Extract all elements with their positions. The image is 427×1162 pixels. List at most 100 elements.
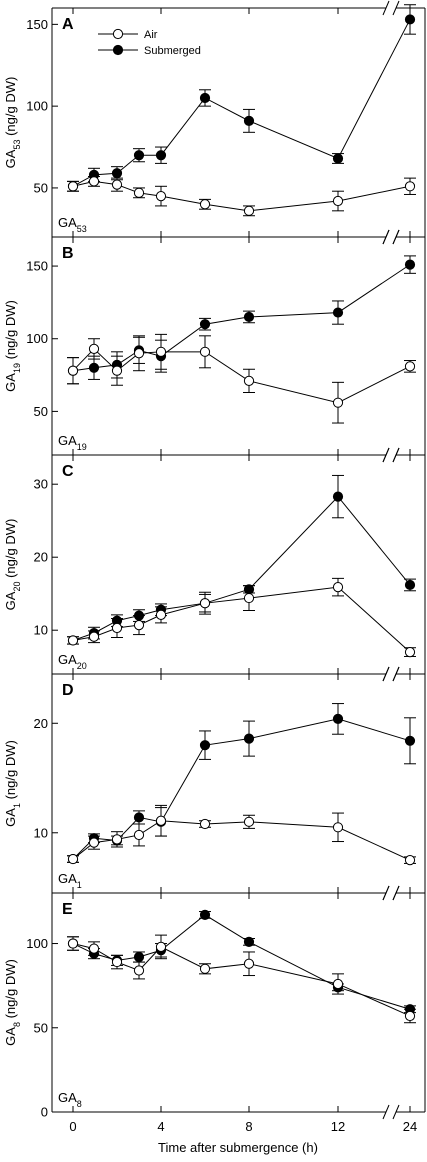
data-point-submerged xyxy=(199,319,211,330)
panel-inner-label: GA19 xyxy=(58,433,87,452)
x-tick-label: 0 xyxy=(69,1119,76,1134)
panel-inner-label-subscript: 53 xyxy=(77,224,87,234)
series-air-marks xyxy=(67,934,416,1024)
series-submerged xyxy=(72,914,411,1010)
legend-marker-submerged xyxy=(112,44,124,56)
data-point-submerged xyxy=(133,812,145,823)
y-axis-title-base: GA xyxy=(3,373,18,392)
data-point-submerged xyxy=(133,150,145,161)
panel-letter: D xyxy=(62,682,74,699)
series-line xyxy=(72,943,411,1017)
panel-inner-label: GA20 xyxy=(58,652,87,671)
axis-break-mark xyxy=(392,666,400,682)
data-point-air xyxy=(199,598,211,609)
data-point-air xyxy=(67,938,79,949)
data-point-air xyxy=(88,943,100,954)
y-axis-title-subscript: 19 xyxy=(12,363,22,373)
series-submerged xyxy=(72,264,411,372)
y-axis-title-subscript: 8 xyxy=(12,1022,22,1027)
data-point-air xyxy=(243,592,255,604)
x-tick-label: 12 xyxy=(331,1119,345,1134)
axis-break-mark xyxy=(382,229,390,245)
data-point-air xyxy=(199,818,211,830)
data-point-air xyxy=(111,956,123,968)
data-point-air xyxy=(155,191,167,202)
y-axis-title-subscript: 1 xyxy=(12,803,22,808)
data-point-air xyxy=(404,855,416,866)
axis-break-mark xyxy=(392,229,400,245)
x-tick-label: 24 xyxy=(403,1119,417,1134)
y-axis-title-units: (ng/g DW) xyxy=(3,77,18,140)
data-point-submerged xyxy=(404,579,416,591)
data-point-air xyxy=(155,609,167,620)
y-tick-label: 0 xyxy=(41,1105,48,1120)
data-point-air xyxy=(111,622,123,634)
data-point-submerged xyxy=(155,150,167,161)
series-air xyxy=(72,348,411,404)
legend-marker-air xyxy=(112,28,124,40)
data-point-air xyxy=(67,635,79,646)
axis-break-mark xyxy=(392,885,400,901)
y-axis-title-units: (ng/g DW) xyxy=(3,519,18,582)
data-point-air xyxy=(404,181,416,192)
y-tick-label: 100 xyxy=(26,936,48,951)
y-axis-title-units: (ng/g DW) xyxy=(3,300,18,363)
axis-break-mark xyxy=(392,0,400,16)
series-line xyxy=(72,495,411,641)
data-point-air xyxy=(67,365,79,376)
data-point-submerged xyxy=(133,951,145,963)
data-point-air xyxy=(111,179,123,190)
data-point-air xyxy=(155,941,167,953)
panel-inner-label-base: GA xyxy=(58,652,77,667)
series-submerged xyxy=(72,495,411,641)
panel-inner-label-subscript: 19 xyxy=(77,442,87,452)
data-point-submerged xyxy=(332,307,344,318)
data-point-submerged xyxy=(404,14,416,25)
legend: Air Submerged xyxy=(98,28,201,57)
data-point-air xyxy=(199,199,211,210)
panel-letter: B xyxy=(62,245,74,262)
data-point-air xyxy=(243,958,255,969)
data-point-air xyxy=(67,853,79,865)
data-point-air xyxy=(111,365,123,376)
data-point-air xyxy=(199,346,211,357)
data-point-air xyxy=(199,963,211,974)
y-axis-title: GA19 (ng/g DW) xyxy=(3,300,22,392)
y-axis-title: GA1 (ng/g DW) xyxy=(3,740,22,827)
y-tick-label: 150 xyxy=(26,259,48,274)
panel-letter: C xyxy=(62,463,74,480)
data-point-air xyxy=(332,822,344,833)
data-point-submerged xyxy=(404,735,416,746)
series-air-marks xyxy=(67,175,416,217)
series-line xyxy=(72,914,411,1010)
series-air xyxy=(72,180,411,212)
series-line xyxy=(72,348,411,404)
y-tick-label: 50 xyxy=(34,404,48,419)
y-tick-label: 20 xyxy=(34,716,48,731)
data-point-air xyxy=(133,829,145,841)
y-axis-title-base: GA xyxy=(3,149,18,168)
y-axis-title-subscript: 20 xyxy=(12,582,22,592)
y-axis-title-units: (ng/g DW) xyxy=(3,959,18,1022)
panel-letter: E xyxy=(62,901,73,918)
series-air xyxy=(72,943,411,1017)
legend-label-submerged: Submerged xyxy=(144,45,201,57)
y-axis-title-units: (ng/g DW) xyxy=(3,740,18,803)
series-air-marks xyxy=(67,333,416,424)
series-line xyxy=(72,264,411,372)
panel-inner-label-subscript: 8 xyxy=(77,1099,82,1109)
data-point-air xyxy=(88,176,100,187)
axis-break-mark xyxy=(382,0,390,16)
series-submerged xyxy=(72,19,411,187)
data-point-air xyxy=(332,397,344,408)
data-point-submerged xyxy=(199,92,211,104)
data-point-submerged xyxy=(243,115,255,126)
data-point-air xyxy=(67,181,79,192)
data-point-air xyxy=(111,834,123,845)
y-axis-title-subscript: 53 xyxy=(12,140,22,150)
y-axis-title-base: GA xyxy=(3,1027,18,1046)
panel-inner-label-base: GA xyxy=(58,1090,77,1105)
